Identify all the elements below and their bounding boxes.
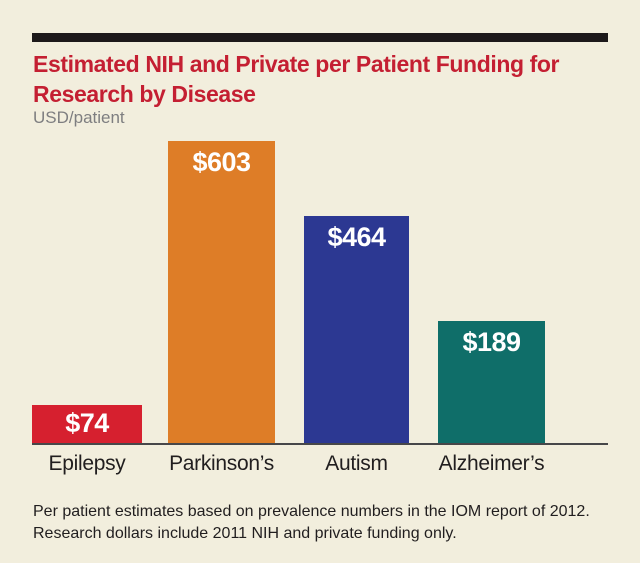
chart-title-line1: Estimated NIH and Private per Patient Fu… — [33, 51, 560, 77]
bar-parkinsons: $603 — [168, 141, 275, 443]
bar-value-label: $189 — [462, 327, 521, 357]
bar-value-label: $464 — [327, 222, 386, 252]
top-accent-bar — [32, 33, 608, 42]
category-label-alzheimers: Alzheimer’s — [438, 452, 545, 475]
category-label-parkinsons: Parkinson’s — [169, 452, 274, 475]
bar-epilepsy: $74 — [32, 405, 142, 443]
category-label-autism: Autism — [325, 452, 388, 475]
chart-title-line2: Research by Disease — [33, 81, 256, 107]
category-label-epilepsy: Epilepsy — [48, 452, 126, 475]
bar-autism: $464 — [304, 216, 409, 443]
footnote: Per patient estimates based on prevalenc… — [33, 501, 613, 545]
x-axis-line — [32, 443, 608, 445]
footnote-line1: Per patient estimates based on prevalenc… — [33, 503, 590, 520]
axis-unit-label: USD/patient — [33, 108, 125, 127]
bar-value-label: $603 — [192, 147, 251, 177]
bar-alzheimers: $189 — [438, 321, 545, 443]
chart-title: Estimated NIH and Private per Patient Fu… — [33, 49, 613, 109]
footnote-line2: Research dollars include 2011 NIH and pr… — [33, 525, 457, 542]
bar-value-label: $74 — [65, 408, 109, 438]
